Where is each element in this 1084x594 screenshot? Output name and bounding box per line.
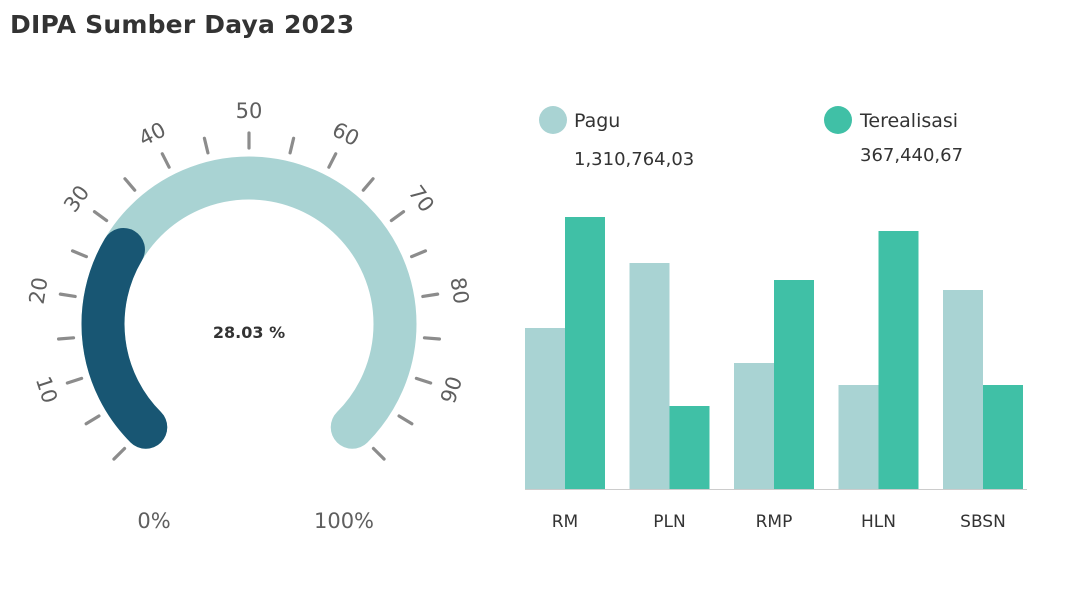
legend-marker-pagu [539,106,567,134]
gauge-tick [397,414,414,426]
gauge-tick [288,136,296,155]
gauge-tick-label: 90 [436,373,467,406]
gauge-max-label: 100% [314,509,374,533]
gauge-track [81,156,417,449]
page-title: DIPA Sumber Daya 2023 [10,10,355,39]
gauge-tick [92,210,109,223]
gauge-tick [361,177,375,192]
gauge-ticks [56,131,442,461]
bar-terealisasi-pln [669,406,710,490]
gauge-chart: 28.03 % 0% 100% 10 20 30 40 50 60 70 80 90 [25,99,474,533]
gauge-tick [70,249,89,259]
bar-terealisasi-hln [878,231,919,490]
category-labels: RM PLN RMP HLN SBSN [552,512,1006,532]
gauge-tick [327,152,338,169]
legend-marker-terealisasi [824,106,852,134]
legend-label-terealisasi: Terealisasi [859,110,958,132]
legend-label-pagu: Pagu [574,110,620,132]
bar-terealisasi-rm [565,217,605,490]
gauge-tick [112,446,127,461]
bar-marks [525,217,1023,490]
gauge-tick [421,292,440,299]
gauge-tick [56,336,76,341]
bar-chart: Pagu 1,310,764,03 Terealisasi 367,440,67… [525,106,1027,532]
bar-terealisasi-rmp [774,280,814,490]
bar-pagu-sbsn [943,290,983,490]
category-label: RM [552,512,578,532]
gauge-value-arc [81,228,168,449]
bar-pagu-hln [838,385,879,490]
gauge-min-label: 0% [137,509,170,533]
gauge-tick [58,292,77,299]
gauge-tick-label: 60 [328,117,363,151]
gauge-tick [389,210,406,223]
legend-value-pagu: 1,310,764,03 [574,149,694,170]
bar-terealisasi-sbsn [983,385,1023,490]
category-label: SBSN [960,512,1006,532]
legend: Pagu 1,310,764,03 Terealisasi 367,440,67 [539,106,963,170]
gauge-tick-label: 30 [59,181,94,217]
gauge-tick [202,136,210,155]
gauge-tick-label: 20 [25,276,53,306]
gauge-tick [414,376,433,385]
gauge-tick-label: 50 [236,99,263,123]
bar-pagu-rm [525,328,565,490]
gauge-tick-label: 40 [135,117,170,151]
gauge-tick [422,336,442,341]
gauge-tick [160,152,171,169]
category-label: PLN [653,512,685,532]
bar-pagu-pln [629,263,670,490]
gauge-tick [84,414,101,426]
gauge-tick [123,177,137,192]
gauge-tick-label: 10 [31,373,62,406]
gauge-tick-label: 80 [445,276,473,306]
legend-value-terealisasi: 367,440,67 [860,145,963,166]
gauge-tick-label: 70 [404,181,439,217]
gauge-tick [410,249,428,259]
gauge-tick [65,376,84,385]
gauge-value-label: 28.03 % [213,323,285,342]
gauge-tick [371,446,386,461]
category-label: RMP [756,512,793,532]
bar-pagu-rmp [734,363,774,490]
category-label: HLN [861,512,896,532]
